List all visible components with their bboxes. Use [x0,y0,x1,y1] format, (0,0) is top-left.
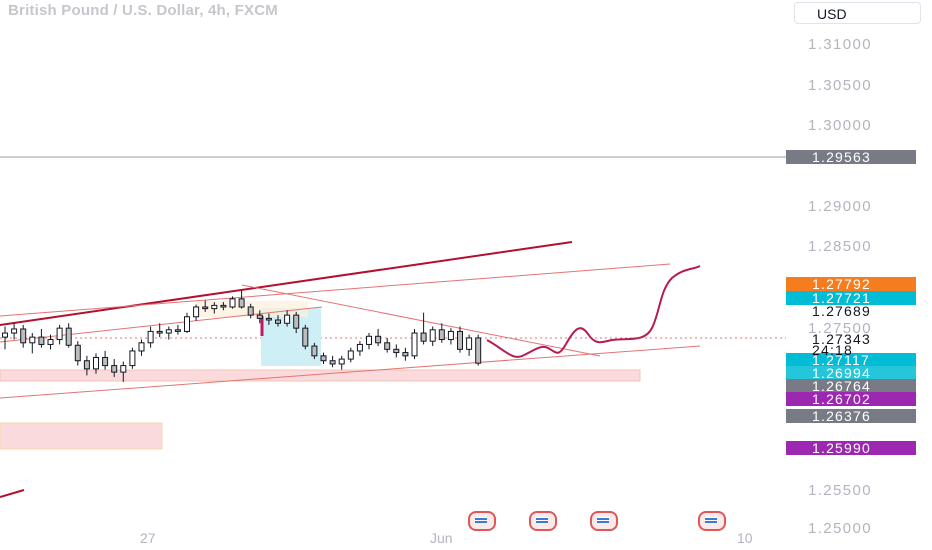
bottom-left-trend-line[interactable] [0,489,25,498]
candle[interactable] [329,360,336,365]
time-label-10: 10 [737,530,753,546]
candle[interactable] [475,337,482,364]
price-tag: 1.26994 [786,366,916,380]
candle[interactable] [38,336,45,345]
candle[interactable] [347,350,354,360]
upper-trend-line-light[interactable] [0,263,671,317]
economic-event-icon[interactable] [590,511,618,531]
candle[interactable] [184,316,190,332]
candle[interactable] [466,337,473,350]
price-tag: 1.26702 [786,392,916,406]
economic-event-icon[interactable] [529,511,557,531]
candle[interactable] [302,327,309,347]
candle[interactable] [256,314,263,319]
candle[interactable] [356,343,363,352]
price-tag: 1.26376 [786,409,916,423]
lower-channel-line[interactable] [0,345,701,399]
candle[interactable] [29,336,36,344]
middle-trend-line[interactable] [0,306,323,343]
candle[interactable] [229,298,236,308]
candle[interactable] [275,319,281,324]
candle[interactable] [220,304,227,308]
candle[interactable] [411,332,418,357]
candle[interactable] [211,304,218,310]
price-tag: 1.25990 [786,441,916,455]
bar-countdown: 24:18 [812,342,854,358]
price-axis-label: 1.27500 [808,320,873,337]
candle[interactable] [393,348,400,354]
projection-path[interactable] [486,265,701,358]
candle[interactable] [447,330,454,341]
candle[interactable] [338,358,345,365]
order-block-cyan[interactable] [261,308,321,366]
candle[interactable] [47,339,54,345]
price-tag: 1.27792 [786,277,916,291]
candle[interactable] [384,342,391,350]
candle[interactable] [120,365,127,373]
candle[interactable] [265,317,272,321]
price-tag: 1.27721 [786,291,916,305]
candle[interactable] [93,356,99,370]
candle[interactable] [129,350,136,367]
price-value-2: 1.27343 [812,331,872,347]
candle[interactable] [165,329,172,334]
price-value-1: 1.27689 [812,303,872,319]
candle[interactable] [375,335,382,344]
candle[interactable] [2,332,8,338]
demand-zone-wide[interactable] [0,369,641,382]
candle[interactable] [402,352,409,357]
candle[interactable] [293,314,300,329]
candle[interactable] [83,360,90,370]
candle[interactable] [156,330,163,334]
economic-event-icon[interactable] [698,511,726,531]
candle[interactable] [111,365,118,373]
candle[interactable] [65,327,72,346]
candle[interactable] [56,327,63,341]
descending-trend-line[interactable] [241,284,601,357]
candle[interactable] [284,314,291,324]
candle[interactable] [102,356,109,367]
candle[interactable] [193,306,200,318]
price-axis-label: 1.30000 [808,117,873,134]
price-axis-label: 1.29000 [808,198,873,215]
price-axis-label: 1.31000 [808,36,873,53]
price-axis-label: 1.25500 [808,482,873,499]
candle[interactable] [420,332,427,342]
candle[interactable] [20,328,27,344]
candle[interactable] [457,330,463,350]
candle[interactable] [438,329,445,341]
currency-selector[interactable]: USD [794,2,921,24]
price-axis-label: 1.28500 [808,238,873,255]
symbol-title: British Pound / U.S. Dollar, 4h, FXCM [8,2,278,19]
candle[interactable] [429,329,436,342]
candle[interactable] [311,345,318,357]
candle[interactable] [138,342,145,352]
candle[interactable] [238,298,245,308]
price-axis-label: 1.25000 [808,520,873,537]
price-tag: 1.29563 [786,150,916,164]
price-tag: 1.26764 [786,379,916,393]
economic-event-icon[interactable] [468,511,496,531]
upper-channel-line[interactable] [0,241,573,326]
candle[interactable] [147,330,154,344]
demand-zone-lower[interactable] [0,422,163,450]
candle[interactable] [74,344,81,362]
time-label-jun: Jun [430,530,453,546]
candle[interactable] [11,328,18,334]
candles-group [2,290,482,382]
price-axis-label: 1.30500 [808,77,873,94]
candle[interactable] [320,355,327,362]
candle[interactable] [247,306,254,316]
candle[interactable] [174,329,181,332]
price-tag: 1.27117 [786,353,916,367]
candle[interactable] [202,306,209,310]
candle[interactable] [366,335,372,345]
time-label-27: 27 [140,530,156,546]
